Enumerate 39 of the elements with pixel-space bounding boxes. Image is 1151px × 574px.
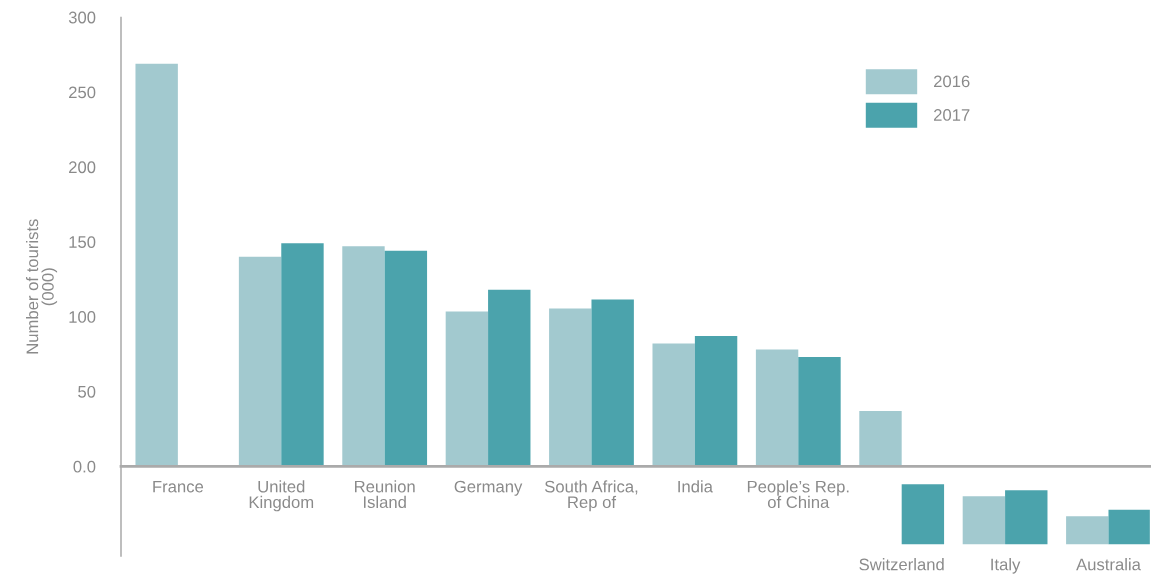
x-tick-label: United Kingdom <box>249 480 314 512</box>
x-tick-label: France <box>153 480 204 493</box>
x-tick-label: India <box>678 480 713 493</box>
y-axis-title: Number of tourists (000) <box>26 219 58 354</box>
bar <box>694 336 738 467</box>
x-tick-label: South Africa, Rep of <box>544 480 638 512</box>
bar <box>342 246 385 467</box>
bar <box>384 250 428 467</box>
bar <box>591 299 634 467</box>
y-tick-label: 50 <box>78 385 96 398</box>
bar <box>281 243 324 467</box>
x-tick-label: Switzerland <box>859 558 944 571</box>
bar <box>859 410 902 467</box>
x-tick-label: Germany <box>454 480 523 496</box>
bar <box>445 311 489 467</box>
bar <box>1108 509 1150 545</box>
y-tick-label: 150 <box>69 236 96 248</box>
y-tick-label: 200 <box>69 161 96 174</box>
y-tick-label: 100 <box>69 311 96 323</box>
bar <box>652 343 695 467</box>
bar <box>488 289 531 467</box>
bar <box>549 308 592 467</box>
x-tick-label: Reunion Island <box>355 480 415 509</box>
legend-label: 2017 <box>934 109 970 121</box>
bar <box>901 484 945 545</box>
bar <box>962 496 1006 545</box>
y-tick-label: 250 <box>69 86 96 99</box>
y-tick-label: 300 <box>68 11 96 24</box>
bar <box>1005 490 1048 545</box>
bar <box>135 63 178 467</box>
x-tick-label: People’s Rep. of China <box>747 480 849 509</box>
legend-label: 2016 <box>934 75 970 88</box>
y-tick-label: 0.0 <box>73 460 96 473</box>
bar <box>238 256 282 467</box>
x-tick-label: Australia <box>1076 558 1141 571</box>
bar <box>1066 516 1109 545</box>
bar <box>755 349 799 467</box>
x-tick-label: Italy <box>991 558 1021 574</box>
bar <box>798 357 841 467</box>
